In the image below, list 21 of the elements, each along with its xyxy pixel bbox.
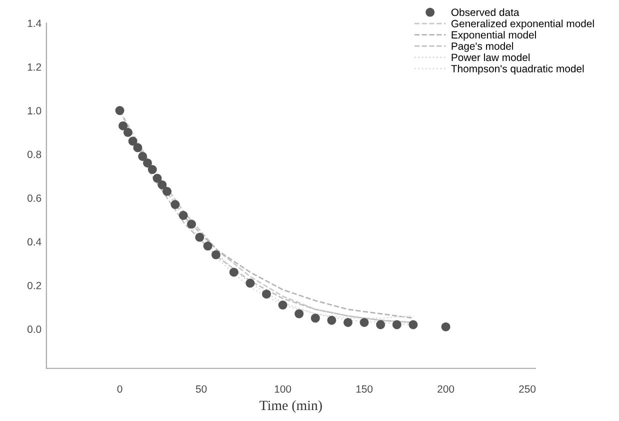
y-tick-label: 0.4 bbox=[27, 238, 42, 246]
x-tick-label: 50 bbox=[196, 385, 207, 393]
y-tick-label: 0.6 bbox=[27, 194, 42, 202]
x-tick-label: 100 bbox=[274, 385, 292, 393]
x-tick-label: 250 bbox=[519, 385, 536, 393]
legend-label: Generalized exponential model bbox=[451, 20, 594, 30]
y-tick-label: 0.2 bbox=[27, 282, 42, 290]
legend-label: Observed data bbox=[451, 8, 520, 16]
legend-label: Thompson's quadratic model bbox=[451, 64, 584, 74]
y-tick-label: 1.2 bbox=[28, 63, 42, 71]
x-axis-title: Time (min) bbox=[260, 400, 322, 413]
legend-label: Page's model bbox=[452, 42, 514, 52]
x-tick-label: 150 bbox=[356, 385, 373, 393]
legend-label: Exponential model bbox=[452, 30, 536, 41]
legend-label: Power law model bbox=[452, 53, 530, 62]
y-tick-label: 1.0 bbox=[28, 107, 42, 114]
x-tick-label: 0 bbox=[117, 385, 122, 393]
x-tick-label: 200 bbox=[438, 385, 454, 393]
y-tick-label: 1.4 bbox=[28, 20, 42, 27]
y-tick-label: 0.0 bbox=[27, 326, 42, 333]
y-tick-label: 0.8 bbox=[27, 150, 42, 158]
